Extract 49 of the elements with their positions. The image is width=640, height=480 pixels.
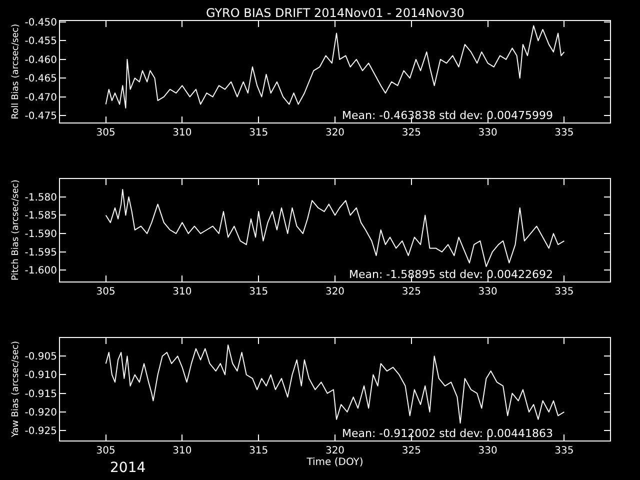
y-axis-title: Pitch Bias (arcsec/sec) [11, 180, 22, 281]
x-tick-label: 325 [402, 127, 421, 138]
text: 2014 [110, 460, 146, 476]
y-tick-label: -1.595 [24, 247, 57, 258]
y-tick-label: -0.470 [24, 92, 57, 104]
y-tick-label: -0.460 [24, 54, 57, 66]
x-tick-label: 330 [478, 286, 498, 298]
y-tick-label: -1.585 [24, 210, 57, 222]
y-axis-title: Yaw Bias (arcsec/sec) [11, 341, 22, 438]
y-tick-label: -0.450 [24, 18, 57, 29]
y-tick-label: -0.915 [24, 388, 57, 400]
x-tick-label: 310 [172, 127, 192, 138]
x-tick-label: 325 [402, 286, 421, 298]
x-tick-label: 325 [402, 445, 421, 456]
x-tick-label: 320 [325, 445, 345, 456]
annotation: Mean: -0.463838 std dev: 0.00475999 [342, 109, 553, 122]
line-series [105, 25, 565, 109]
y-tick-label: -0.905 [24, 352, 57, 363]
x-tick-label: 310 [172, 445, 192, 456]
y-tick-label: -0.455 [24, 36, 57, 48]
x-tick-label: 310 [172, 286, 192, 298]
y-tick-label: -1.590 [24, 229, 57, 240]
x-tick-label: 335 [554, 127, 574, 138]
annotation: Mean: -0.912002 std dev: 0.00441863 [342, 427, 553, 440]
x-tick-label: 335 [554, 445, 574, 456]
x-tick-label: 315 [249, 127, 268, 138]
y-tick-label: -0.910 [24, 370, 57, 382]
line-series [105, 344, 565, 424]
annotation: Mean: -1.58895 std dev: 0.00422692 [349, 268, 553, 281]
x-tick-label: 320 [325, 286, 345, 298]
y-tick-label: -0.920 [24, 407, 57, 418]
x-tick-label: 305 [96, 286, 116, 298]
x-tick-label: 330 [478, 445, 498, 456]
x-tick-label: 315 [249, 445, 268, 456]
line-series [105, 189, 565, 268]
chart-title: GYRO BIAS DRIFT 2014Nov01 - 2014Nov30 [206, 6, 464, 20]
y-tick-label: -1.580 [24, 192, 57, 204]
x-tick-label: 330 [478, 127, 498, 138]
y-tick-label: -0.475 [24, 111, 57, 122]
y-tick-label: -1.600 [24, 266, 57, 277]
y-tick-label: -0.925 [24, 426, 57, 438]
x-tick-label: 335 [554, 286, 574, 298]
x-axis-title: Time (DOY) [306, 456, 364, 468]
x-tick-label: 320 [325, 127, 345, 138]
x-tick-label: 315 [249, 286, 268, 298]
y-tick-label: -0.465 [24, 74, 57, 85]
x-tick-label: 305 [96, 127, 116, 138]
y-axis-title: Roll Bias (arcsec/sec) [11, 24, 22, 120]
x-tick-label: 305 [96, 445, 116, 456]
